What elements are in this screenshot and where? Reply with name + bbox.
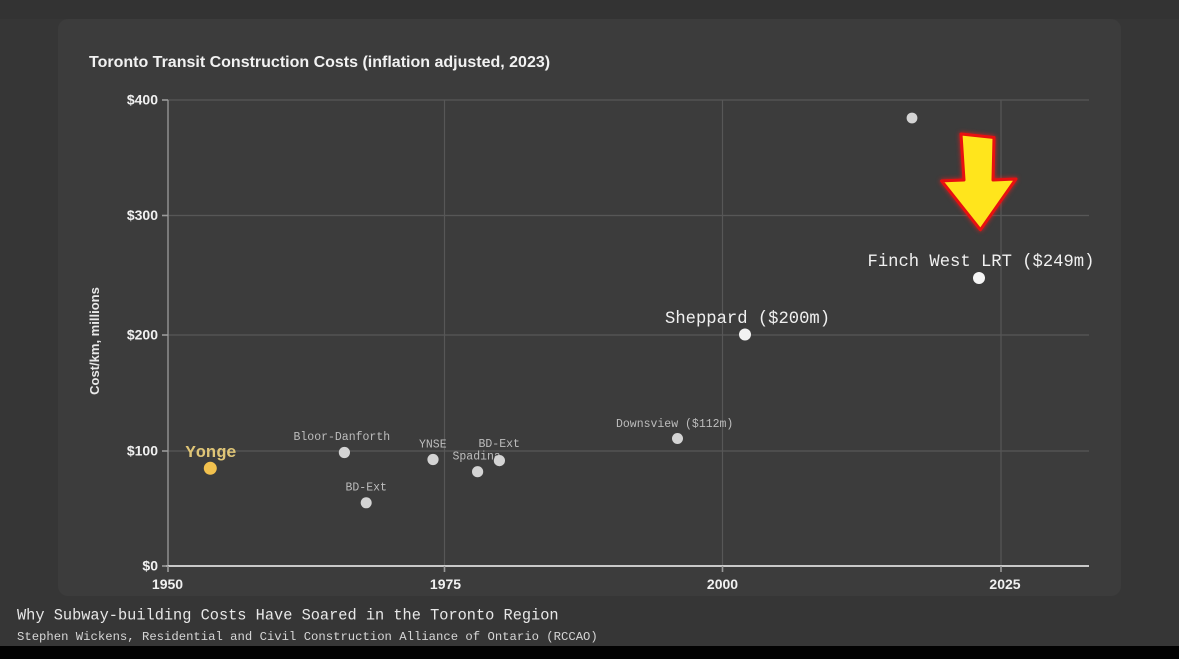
svg-text:Why Subway-building Costs Have: Why Subway-building Costs Have Soared in… <box>17 607 559 625</box>
svg-text:$100: $100 <box>127 443 158 459</box>
svg-text:$200: $200 <box>127 327 158 343</box>
svg-text:2000: 2000 <box>707 576 738 592</box>
svg-text:$300: $300 <box>127 207 158 223</box>
svg-text:Sheppard ($200m): Sheppard ($200m) <box>665 310 830 329</box>
svg-text:$0: $0 <box>142 558 158 574</box>
svg-text:Bloor-Danforth: Bloor-Danforth <box>294 431 391 444</box>
svg-text:Spadina: Spadina <box>453 451 501 464</box>
svg-text:BD-Ext: BD-Ext <box>479 438 520 451</box>
svg-text:Downsview ($112m): Downsview ($112m) <box>616 418 733 431</box>
svg-text:Yonge: Yonge <box>186 444 237 463</box>
svg-text:$400: $400 <box>127 92 158 108</box>
svg-text:YNSE: YNSE <box>419 439 447 452</box>
svg-text:Toronto Transit Construction C: Toronto Transit Construction Costs (infl… <box>89 54 550 71</box>
svg-text:Stephen Wickens, Residential a: Stephen Wickens, Residential and Civil C… <box>17 630 598 644</box>
svg-text:1975: 1975 <box>430 576 461 592</box>
svg-text:Finch West LRT ($249m): Finch West LRT ($249m) <box>868 253 1095 272</box>
svg-text:2025: 2025 <box>989 576 1020 592</box>
svg-text:BD-Ext: BD-Ext <box>346 482 387 495</box>
svg-text:Cost/km, millions: Cost/km, millions <box>87 287 102 395</box>
svg-text:1950: 1950 <box>152 576 183 592</box>
